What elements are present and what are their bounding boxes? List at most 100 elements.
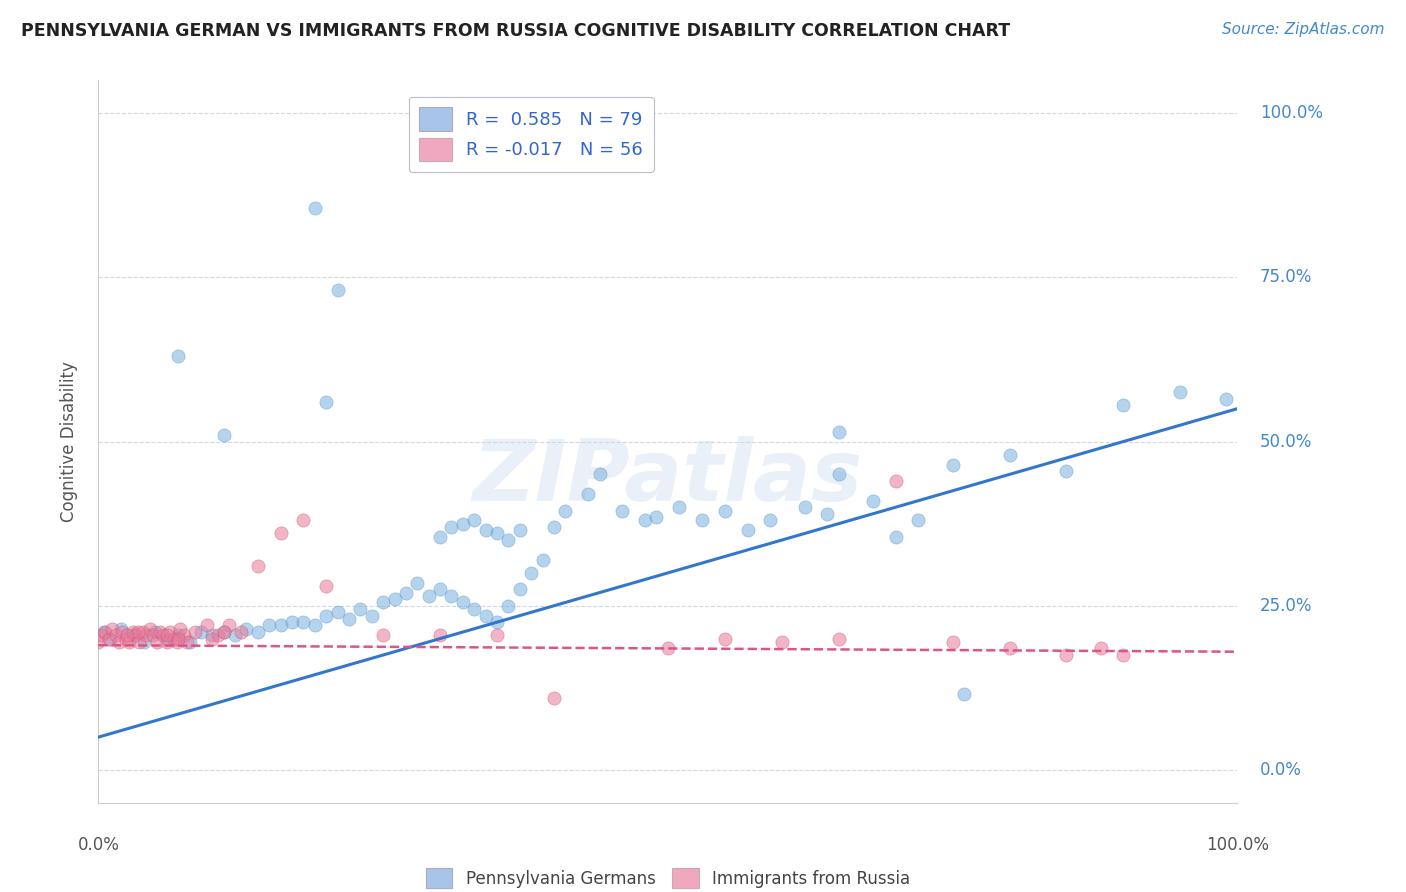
Point	[90, 628, 112, 642]
Point	[440, 520, 463, 534]
Point	[828, 425, 851, 439]
Point	[690, 513, 713, 527]
Point	[576, 487, 599, 501]
Point	[828, 467, 851, 482]
Point	[815, 507, 838, 521]
Point	[125, 628, 148, 642]
Point	[115, 628, 138, 642]
Point	[212, 625, 235, 640]
Point	[793, 500, 815, 515]
Point	[162, 632, 184, 646]
Point	[167, 349, 190, 363]
Point	[315, 395, 337, 409]
Point	[543, 520, 565, 534]
Point	[184, 625, 207, 640]
Point	[645, 510, 668, 524]
Point	[145, 635, 167, 649]
Point	[953, 687, 976, 701]
Point	[101, 622, 124, 636]
Point	[371, 628, 394, 642]
Point	[94, 625, 117, 640]
Point	[315, 608, 337, 623]
Point	[429, 628, 451, 642]
Point	[531, 553, 554, 567]
Point	[440, 589, 463, 603]
Point	[201, 632, 224, 646]
Text: 100.0%: 100.0%	[1206, 836, 1268, 854]
Point	[418, 589, 440, 603]
Point	[138, 622, 160, 636]
Point	[114, 632, 136, 646]
Point	[156, 628, 179, 642]
Point	[520, 566, 543, 580]
Point	[1170, 385, 1192, 400]
Y-axis label: Cognitive Disability: Cognitive Disability	[59, 361, 77, 522]
Point	[486, 526, 509, 541]
Point	[463, 602, 485, 616]
Point	[167, 632, 190, 646]
Point	[942, 635, 965, 649]
Point	[127, 625, 149, 640]
Point	[121, 625, 143, 640]
Point	[104, 628, 127, 642]
Point	[429, 530, 451, 544]
Point	[1056, 648, 1078, 662]
Point	[259, 618, 281, 632]
Point	[166, 635, 188, 649]
Point	[110, 622, 132, 636]
Point	[907, 513, 929, 527]
Point	[195, 618, 218, 632]
Text: 100.0%: 100.0%	[1260, 104, 1323, 122]
Text: 50.0%: 50.0%	[1260, 433, 1312, 450]
Text: 25.0%: 25.0%	[1260, 597, 1313, 615]
Point	[93, 625, 115, 640]
Point	[942, 458, 965, 472]
Point	[132, 635, 155, 649]
Point	[486, 615, 509, 630]
Point	[474, 608, 496, 623]
Point	[509, 523, 531, 537]
Point	[111, 625, 134, 640]
Point	[224, 628, 246, 642]
Point	[657, 641, 679, 656]
Point	[486, 628, 509, 642]
Point	[463, 513, 485, 527]
Point	[156, 632, 179, 646]
Point	[315, 579, 337, 593]
Point	[235, 622, 257, 636]
Point	[97, 632, 120, 646]
Point	[246, 625, 269, 640]
Point	[1112, 398, 1135, 412]
Point	[87, 635, 110, 649]
Point	[429, 582, 451, 597]
Point	[132, 625, 155, 640]
Point	[118, 635, 141, 649]
Point	[304, 202, 326, 216]
Point	[201, 628, 224, 642]
Point	[360, 608, 382, 623]
Point	[142, 628, 165, 642]
Text: ZIPatlas: ZIPatlas	[472, 436, 863, 519]
Point	[270, 618, 292, 632]
Point	[326, 605, 349, 619]
Legend: Pennsylvania Germans, Immigrants from Russia: Pennsylvania Germans, Immigrants from Ru…	[419, 862, 917, 892]
Text: Source: ZipAtlas.com: Source: ZipAtlas.com	[1222, 22, 1385, 37]
Point	[167, 628, 190, 642]
Point	[451, 516, 474, 531]
Point	[128, 635, 150, 649]
Point	[246, 559, 269, 574]
Point	[108, 635, 131, 649]
Point	[862, 493, 884, 508]
Point	[612, 503, 634, 517]
Point	[714, 503, 737, 517]
Text: 75.0%: 75.0%	[1260, 268, 1312, 286]
Point	[149, 625, 172, 640]
Point	[498, 599, 520, 613]
Point	[828, 632, 851, 646]
Point	[770, 635, 793, 649]
Point	[668, 500, 690, 515]
Point	[292, 513, 315, 527]
Point	[509, 582, 531, 597]
Point	[326, 284, 349, 298]
Point	[451, 595, 474, 609]
